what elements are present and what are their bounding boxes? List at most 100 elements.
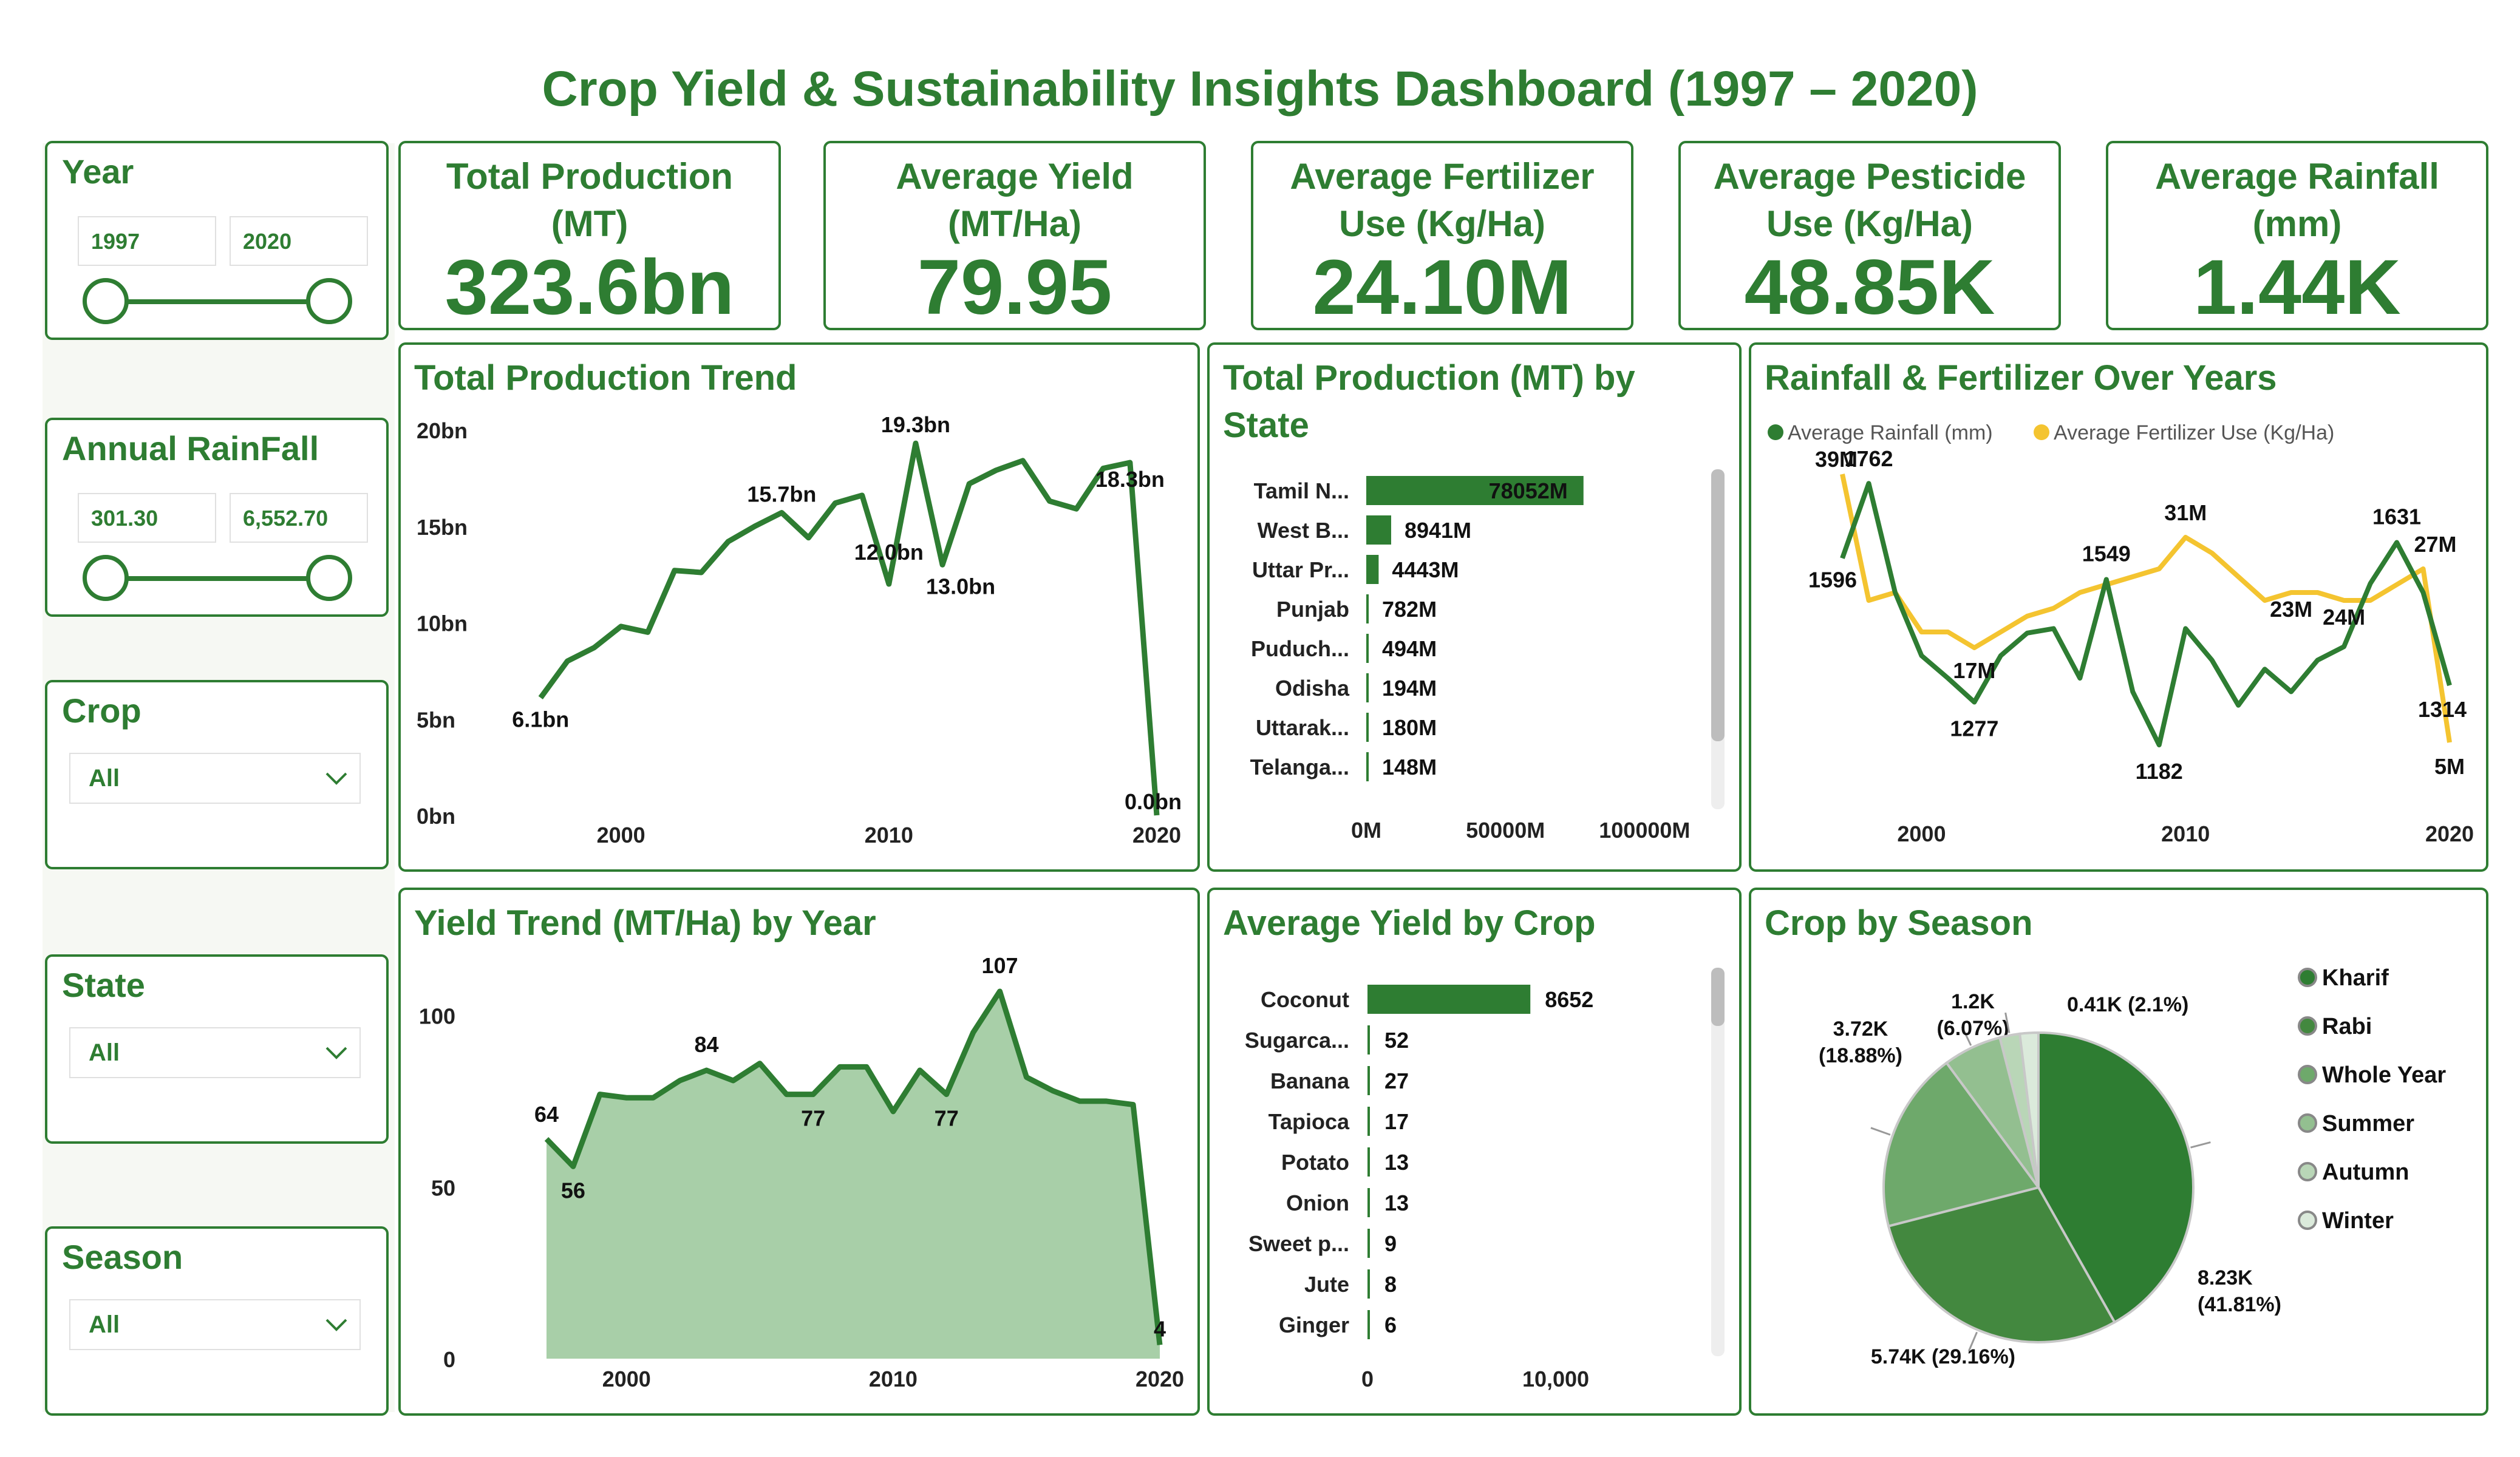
year-slicer-title: Year [62, 152, 134, 191]
kpi-title-line1: Average Rainfall [2155, 156, 2439, 197]
y-tick-label: 5bn [417, 707, 455, 732]
season-dropdown[interactable]: All [69, 1299, 361, 1350]
production-by-state-chart: Tamil N... 78052M West B... 8941M Uttar Pr..… [1250, 476, 1690, 843]
rainfall-slider-track[interactable] [106, 576, 330, 581]
bar [1366, 555, 1379, 584]
value-label: 13 [1384, 1190, 1409, 1215]
crop-by-season-panel: Crop by Season 8.23K (41.81%) 5.74K (29.16… [1749, 888, 2488, 1416]
legend-label: Autumn [2322, 1160, 2409, 1185]
year-min-input[interactable]: 1997 [78, 216, 216, 266]
category-label: Puduch... [1251, 636, 1349, 661]
x-tick-label: 0M [1351, 818, 1381, 843]
state-dropdown[interactable]: All [69, 1027, 361, 1078]
production-by-state-title-line2: State [1223, 406, 1309, 445]
kpi-title-line2: Use (Kg/Ha) [1766, 203, 1973, 244]
chevron-down-icon[interactable] [324, 1041, 349, 1065]
kpi-value: 323.6bn [444, 244, 735, 331]
crop-by-season-chart: 8.23K (41.81%) 5.74K (29.16%) 3.72K (18.88%)… [1819, 965, 2446, 1368]
year-slider-track[interactable] [106, 299, 330, 304]
production-trend-panel: Total Production Trend 0bn 5bn 10bn 15bn 20b… [398, 342, 1200, 872]
value-label: 4443M [1392, 557, 1459, 582]
fertilizer-data-label: 39M [1815, 447, 1858, 472]
data-label: 13.0bn [926, 574, 995, 599]
state-dropdown-value: All [89, 1039, 120, 1066]
rainfall-slicer-title: Annual RainFall [62, 429, 319, 467]
data-label: 6.1bn [512, 707, 569, 732]
scrollbar-thumb[interactable] [1711, 968, 1725, 1026]
yield-trend-chart: 0 50 100 2000 2010 2020 64 56 84 77 77 107 4 [419, 953, 1184, 1391]
category-label: Uttarak... [1256, 715, 1349, 740]
rainfall-max-input[interactable]: 6,552.70 [230, 493, 368, 543]
bar [1367, 1066, 1370, 1095]
data-label: 56 [561, 1178, 585, 1203]
kpi-value: 48.85K [1744, 244, 1995, 331]
rainfall-slider-max-handle[interactable] [306, 555, 352, 601]
pie-slice [1882, 1061, 2041, 1228]
leader-line [2004, 1012, 2011, 1033]
kpi-title-line2: (MT) [551, 203, 628, 244]
production-line [538, 440, 1160, 816]
scrollbar-thumb[interactable] [1711, 469, 1725, 741]
rainfall-data-label: 1631 [2372, 504, 2421, 529]
year-slider-min-handle[interactable] [83, 278, 129, 324]
bar [1366, 752, 1369, 781]
legend-marker [2298, 1211, 2317, 1230]
kpi-title-line1: Average Fertilizer [1290, 156, 1595, 197]
category-label: Jute [1304, 1272, 1349, 1297]
bar [1367, 985, 1531, 1014]
slice-label: 0.41K (2.1%) [2067, 993, 2188, 1016]
yield-trend-title: Yield Trend (MT/Ha) by Year [414, 903, 876, 943]
x-tick-label: 2000 [602, 1367, 651, 1391]
x-tick-label: 10,000 [1522, 1367, 1589, 1391]
value-label: 52 [1384, 1028, 1409, 1053]
crop-dropdown[interactable]: All [69, 753, 361, 804]
kpi-title-line1: Average Yield [896, 156, 1134, 197]
rainfall-slider-min-handle[interactable] [83, 555, 129, 601]
rainfall-min-input[interactable]: 301.30 [78, 493, 216, 543]
legend-fertilizer-dot [2034, 424, 2049, 440]
kpi-card-total-production: Total Production (MT) 323.6bn [398, 141, 781, 330]
value-label: 9 [1384, 1231, 1397, 1256]
data-label: 12.0bn [854, 540, 924, 565]
yield-line [544, 988, 1163, 1345]
data-label: 15.7bn [747, 482, 816, 507]
legend-marker [2298, 1016, 2317, 1036]
value-label: 194M [1382, 676, 1437, 701]
x-tick-label: 2000 [597, 823, 645, 847]
value-label: 180M [1382, 715, 1437, 740]
x-tick-label: 2020 [1132, 823, 1181, 847]
category-label: Tamil N... [1254, 478, 1349, 503]
year-slider-max-handle[interactable] [306, 278, 352, 324]
leader-line [1961, 1026, 1972, 1046]
scrollbar-track[interactable] [1711, 968, 1725, 1356]
kpi-value: 1.44K [2193, 244, 2401, 331]
rainfall-data-label: 1762 [1844, 446, 1893, 471]
kpi-card-average-rainfall: Average Rainfall (mm) 1.44K [2106, 141, 2488, 330]
chevron-down-icon[interactable] [324, 766, 349, 790]
production-trend-chart: 0bn 5bn 10bn 15bn 20bn 2000 2010 2020 6.1bn 15.7b… [417, 412, 1182, 847]
y-tick-label: 50 [431, 1175, 455, 1200]
chevron-down-icon[interactable] [324, 1313, 349, 1337]
slice-label-percent: (6.07%) [1936, 1017, 2009, 1040]
value-label: 8652 [1545, 987, 1593, 1012]
legend-label: Winter [2322, 1208, 2394, 1234]
season-slicer-title: Season [62, 1238, 183, 1276]
data-label: 0.0bn [1125, 789, 1182, 814]
x-tick-label: 2010 [865, 823, 913, 847]
y-tick-label: 15bn [417, 515, 468, 540]
legend-marker [2298, 1113, 2317, 1133]
year-max-input[interactable]: 2020 [230, 216, 368, 266]
bar [1367, 1188, 1370, 1217]
x-tick-label: 100000M [1599, 818, 1690, 843]
data-label: 18.3bn [1095, 467, 1165, 492]
production-by-state-panel: Total Production (MT) by State Tamil N..… [1207, 342, 1742, 872]
x-tick-label: 0 [1361, 1367, 1374, 1391]
production-trend-title: Total Production Trend [414, 358, 797, 398]
leader-line [1967, 1331, 1978, 1352]
value-label: 13 [1384, 1150, 1409, 1175]
category-label: Sugarca... [1245, 1028, 1349, 1053]
category-label: Sweet p... [1248, 1231, 1349, 1256]
rainfall-data-label: 1314 [2418, 697, 2467, 722]
kpi-card-average-yield: Average Yield (MT/Ha) 79.95 [823, 141, 1206, 330]
data-label: 4 [1154, 1316, 1166, 1341]
